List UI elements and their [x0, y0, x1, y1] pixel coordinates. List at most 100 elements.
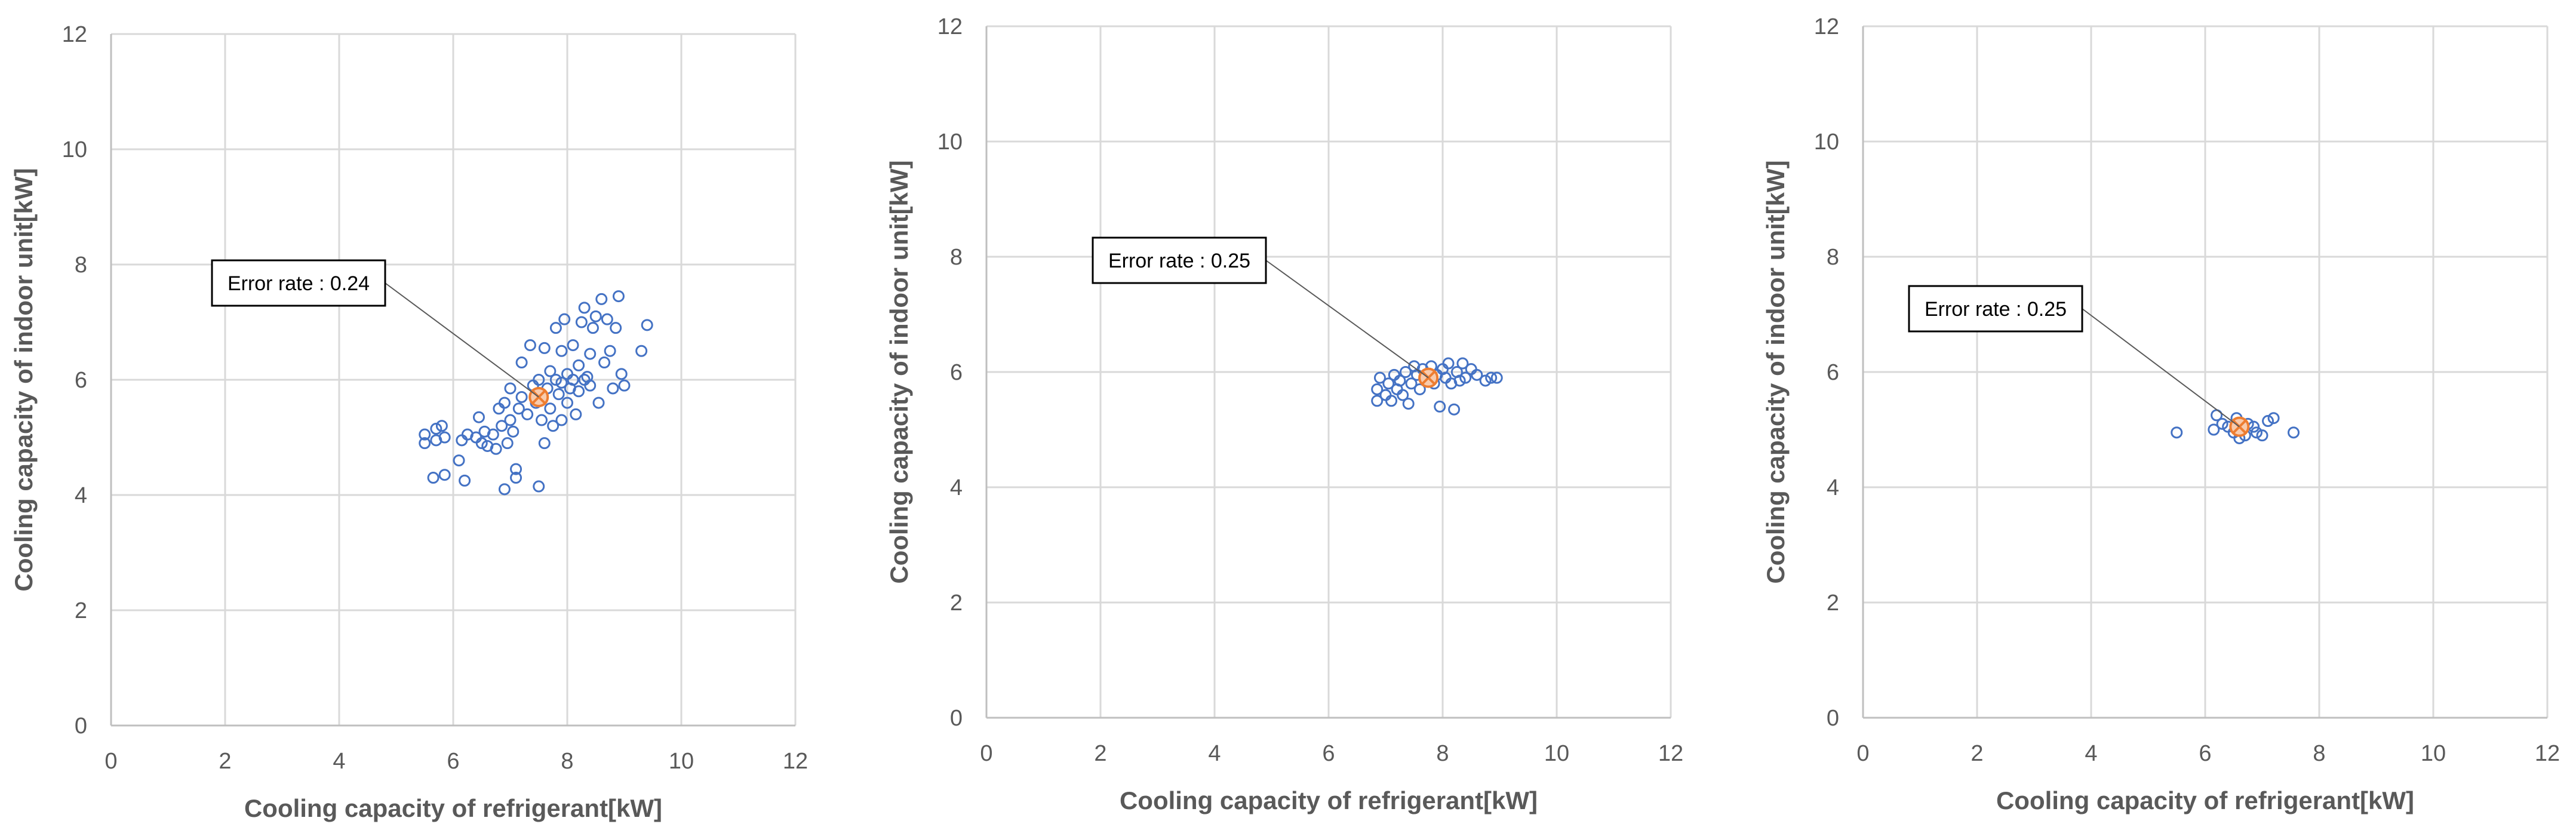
annotation-box	[1908, 285, 2083, 333]
data-point	[567, 339, 579, 352]
data-point	[493, 402, 505, 415]
data-point	[544, 402, 557, 415]
data-point	[555, 376, 568, 389]
data-point	[496, 420, 508, 432]
data-point	[472, 411, 485, 423]
x-tick-label: 8	[561, 749, 573, 774]
data-point	[1453, 374, 1466, 387]
data-point	[2267, 412, 2280, 425]
data-point	[1405, 377, 1418, 390]
data-point	[2208, 423, 2220, 436]
y-tick-label: 4	[1827, 475, 1839, 500]
data-point	[567, 374, 579, 386]
data-point	[1442, 357, 1455, 370]
data-point	[430, 423, 442, 435]
x-tick-label: 4	[1208, 741, 1221, 766]
x-tick-label: 6	[2199, 741, 2211, 766]
data-point	[1373, 371, 1386, 384]
x-tick-label: 4	[2085, 741, 2097, 766]
data-point	[510, 472, 522, 484]
data-point	[521, 408, 534, 420]
data-point	[2216, 417, 2228, 430]
data-point	[547, 420, 560, 432]
y-tick-label: 6	[950, 360, 963, 385]
data-point	[490, 442, 502, 455]
y-axis-title: Cooling capacity of indoor unit[kW]	[885, 160, 913, 583]
data-point	[1448, 403, 1461, 416]
data-point	[544, 365, 557, 377]
data-point	[610, 322, 622, 334]
data-point	[1459, 371, 1472, 384]
data-point	[635, 345, 648, 357]
x-tick-label: 10	[669, 749, 694, 774]
data-point	[573, 359, 585, 371]
data-point	[438, 431, 451, 444]
data-point	[2262, 415, 2274, 428]
y-tick-label: 10	[937, 130, 963, 155]
annotation-label: Error rate : 0.25	[1108, 250, 1250, 272]
data-point	[453, 454, 465, 467]
x-tick-label: 6	[447, 749, 459, 774]
data-point	[507, 425, 519, 438]
data-point	[515, 356, 528, 369]
y-tick-label: 12	[62, 22, 87, 47]
data-point	[604, 345, 616, 357]
data-point	[592, 396, 605, 409]
data-point	[1385, 395, 1398, 407]
data-point	[598, 356, 611, 369]
data-point	[575, 316, 588, 328]
x-tick-label: 2	[219, 749, 231, 774]
data-point	[1402, 398, 1415, 410]
data-point	[1382, 377, 1395, 390]
y-tick-label: 6	[75, 368, 87, 393]
data-point	[1485, 371, 1498, 384]
y-tick-label: 0	[75, 714, 87, 739]
data-point	[573, 385, 585, 398]
x-tick-label: 2	[1971, 741, 1983, 766]
annotation-leader-line	[2082, 308, 2240, 428]
data-point	[515, 391, 528, 403]
y-axis-title: Cooling capacity of indoor unit[kW]	[10, 168, 38, 591]
annotation-label: Error rate : 0.24	[228, 272, 370, 295]
data-point	[487, 428, 499, 441]
data-point	[595, 293, 608, 305]
x-tick-label: 0	[980, 741, 992, 766]
data-point	[549, 322, 562, 334]
x-tick-label: 12	[1658, 741, 1683, 766]
x-tick-label: 10	[1544, 741, 1569, 766]
data-point	[501, 437, 514, 450]
y-tick-label: 2	[950, 591, 963, 616]
x-tick-label: 0	[104, 749, 117, 774]
data-point	[1379, 389, 1392, 401]
data-point	[2171, 426, 2183, 439]
data-point	[552, 388, 565, 401]
x-axis-title: Cooling capacity of refrigerant[kW]	[1120, 786, 1538, 814]
data-point	[2250, 426, 2263, 439]
data-point	[1397, 389, 1409, 401]
y-tick-label: 4	[75, 483, 87, 508]
data-point	[570, 408, 582, 420]
data-point	[1394, 374, 1406, 387]
y-tick-label: 8	[1827, 245, 1839, 270]
annotation-box	[1092, 236, 1267, 284]
x-tick-label: 0	[1856, 741, 1869, 766]
data-point	[504, 414, 517, 426]
x-tick-label: 12	[2535, 741, 2560, 766]
y-tick-label: 6	[1827, 360, 1839, 385]
data-point	[538, 342, 551, 354]
data-point	[1490, 371, 1503, 384]
data-point	[498, 396, 511, 409]
data-point	[419, 428, 431, 441]
x-axis-title: Cooling capacity of refrigerant[kW]	[1996, 786, 2414, 814]
data-point	[533, 480, 545, 493]
x-tick-label: 8	[1436, 741, 1449, 766]
data-point	[510, 463, 522, 475]
data-point	[612, 290, 625, 303]
data-point	[584, 379, 597, 392]
data-point	[475, 437, 488, 450]
y-tick-label: 0	[1827, 706, 1839, 731]
data-point	[459, 474, 471, 487]
y-tick-label: 10	[62, 137, 87, 162]
data-point	[1434, 400, 1446, 413]
